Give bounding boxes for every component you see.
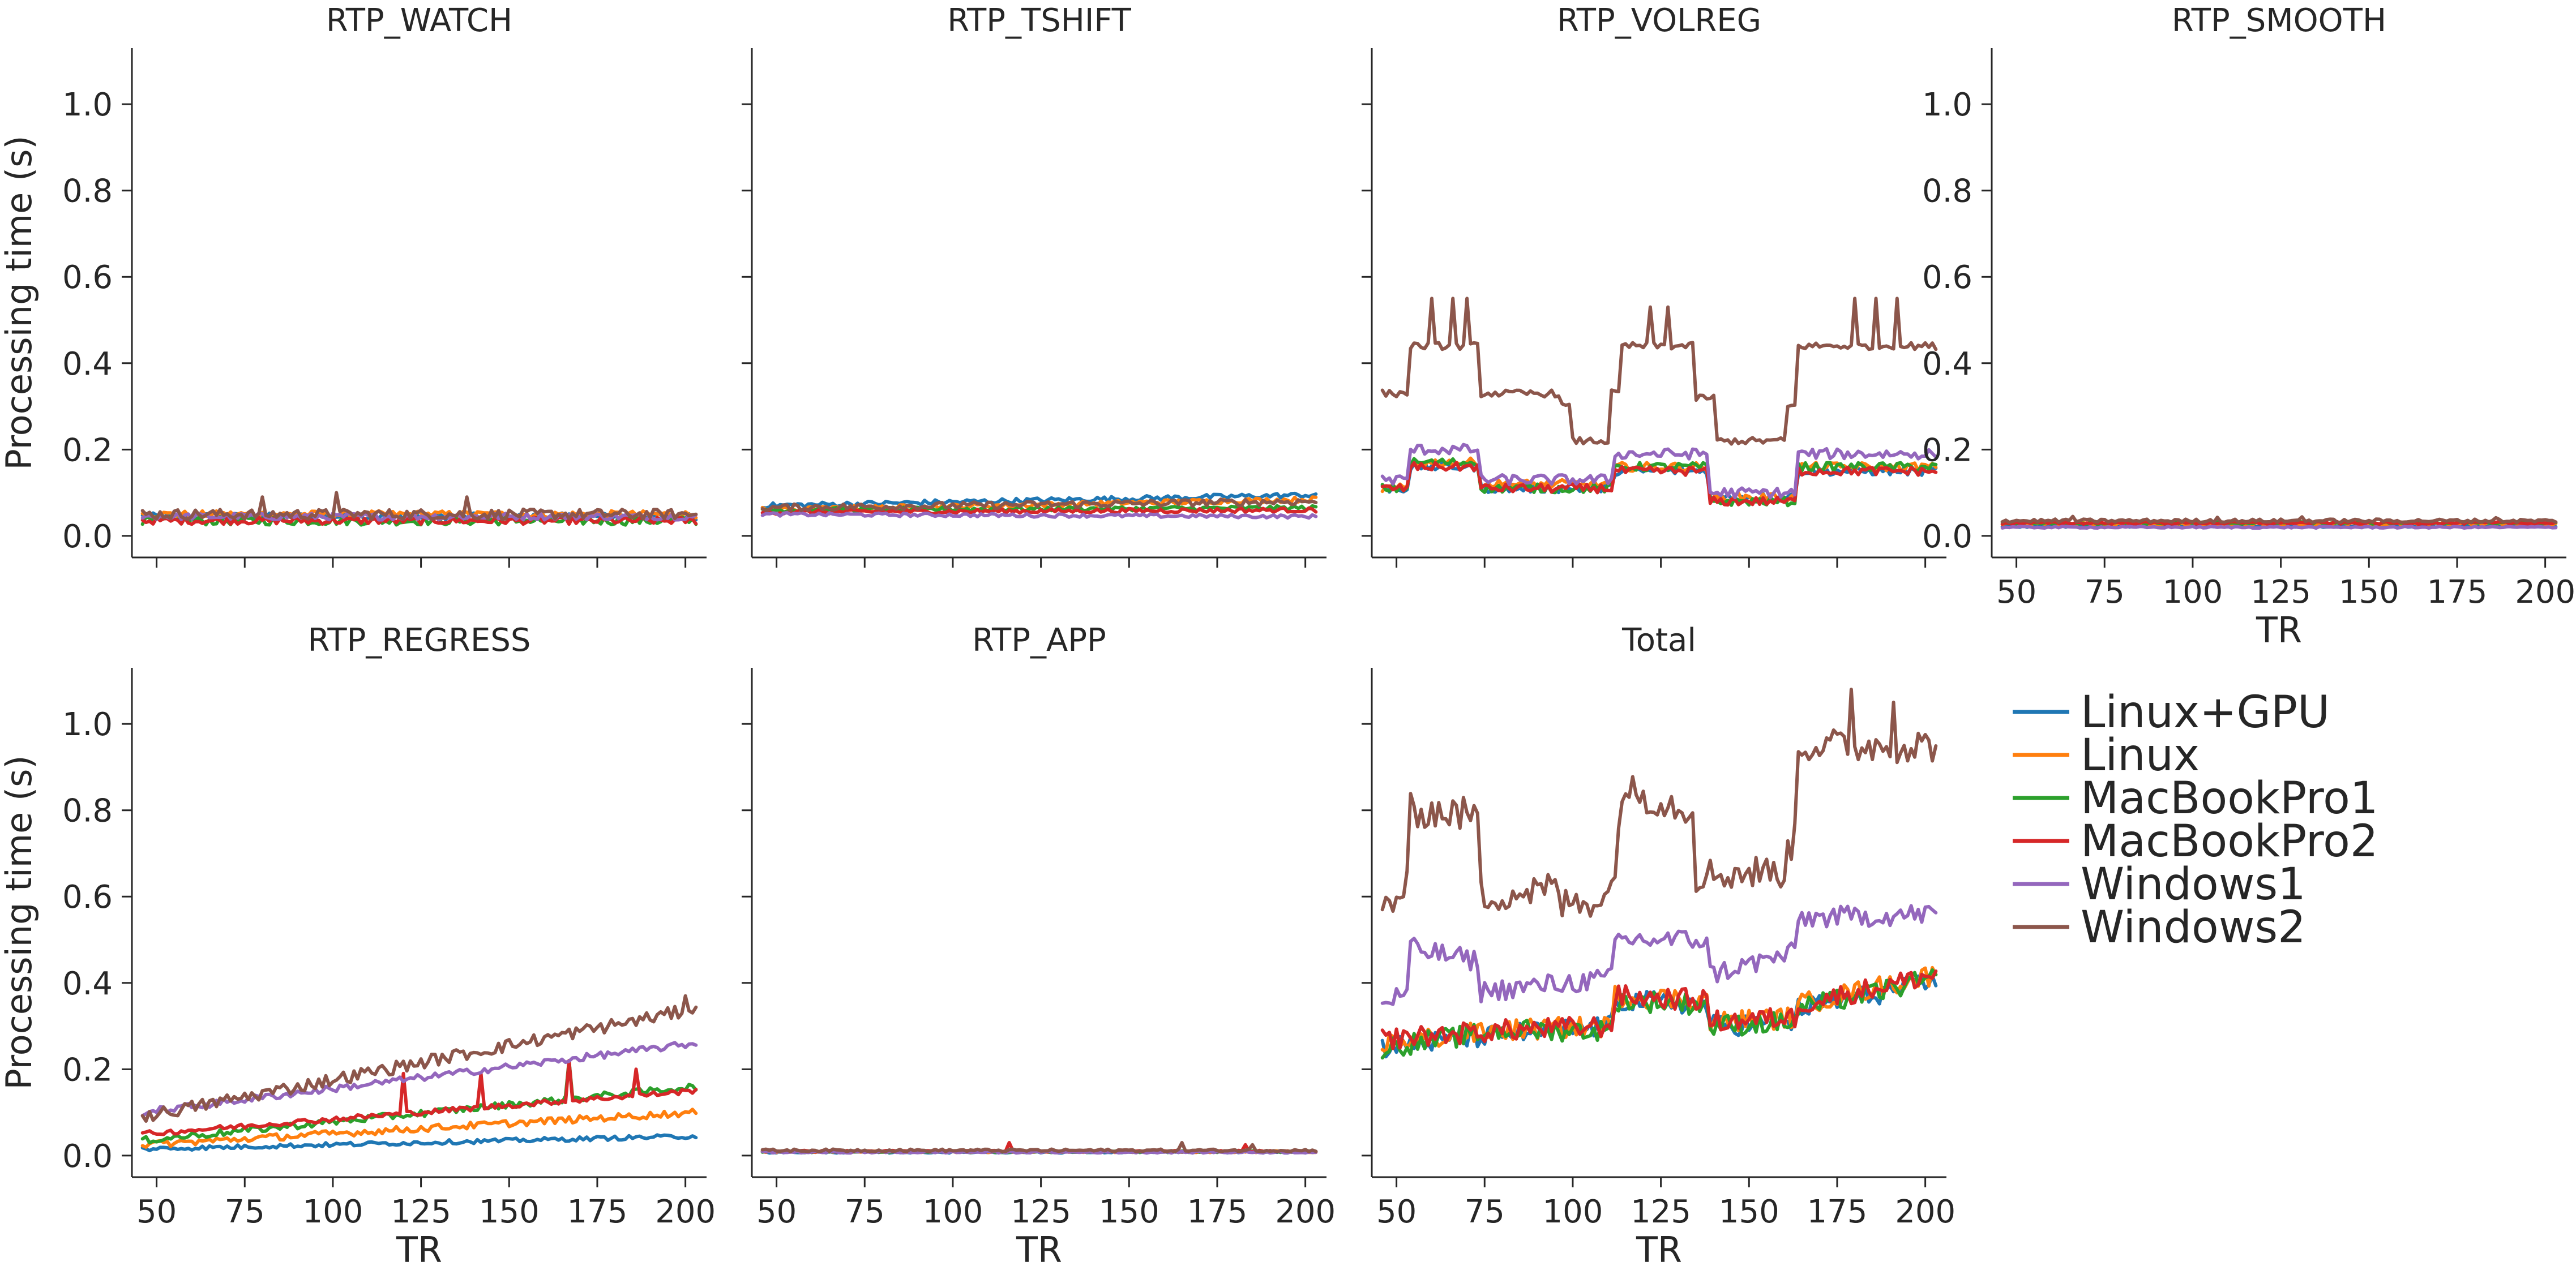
x-tick-label-rtp-app: 100 — [922, 1194, 983, 1230]
x-axis-title-rtp-app: TR — [1016, 1229, 1062, 1266]
x-tick-label-rtp-regress: 175 — [567, 1194, 628, 1230]
series-line-rtp-smooth-windows1 — [2000, 525, 2558, 530]
series-line-rtp-volreg-windows1 — [1380, 443, 1938, 500]
y-tick-label-rtp-smooth: 0.0 — [1922, 518, 1972, 555]
x-tick-label-rtp-smooth: 175 — [2427, 574, 2488, 611]
x-tick-label-rtp-smooth: 150 — [2339, 574, 2399, 611]
series-line-rtp-regress-windows2 — [140, 994, 698, 1123]
panel-title-rtp-smooth: RTP_SMOOTH — [2172, 2, 2386, 39]
y-tick-label-rtp-regress: 0.8 — [62, 793, 113, 830]
y-tick-label-rtp-watch: 0.4 — [62, 346, 113, 383]
legend-label-linux: Linux — [2081, 730, 2200, 781]
x-axis-title-rtp-smooth: TR — [2256, 610, 2302, 651]
x-tick-label-rtp-app: 125 — [1011, 1194, 1071, 1230]
y-tick-label-rtp-smooth: 0.2 — [1922, 432, 1972, 469]
x-tick-label-total: 125 — [1631, 1194, 1691, 1230]
y-tick-label-rtp-regress: 0.0 — [62, 1138, 113, 1175]
series-line-total-macbookpro2 — [1380, 969, 1938, 1050]
y-tick-label-rtp-smooth: 0.6 — [1922, 259, 1972, 296]
series-line-rtp-app-windows2 — [760, 1141, 1318, 1153]
x-axis-title-total: TR — [1636, 1229, 1682, 1266]
y-tick-label-rtp-smooth: 1.0 — [1922, 87, 1972, 123]
x-tick-label-rtp-app: 75 — [845, 1194, 885, 1230]
x-tick-label-rtp-app: 175 — [1187, 1194, 1248, 1230]
legend-label-windows2: Windows2 — [2081, 902, 2306, 953]
x-tick-label-rtp-regress: 125 — [391, 1194, 451, 1230]
series-line-rtp-regress-linux-gpu — [140, 1133, 698, 1153]
series-line-rtp-regress-macbookpro2 — [140, 1059, 698, 1136]
series-line-rtp-smooth-windows2 — [2000, 514, 2558, 525]
series-line-rtp-volreg-windows2 — [1380, 297, 1938, 446]
series-line-rtp-regress-windows1 — [140, 1041, 698, 1118]
x-tick-label-rtp-smooth: 200 — [2515, 574, 2575, 611]
panel-title-rtp-regress: RTP_REGRESS — [308, 622, 531, 659]
series-line-rtp-regress-linux — [140, 1108, 698, 1149]
y-tick-label-rtp-regress: 1.0 — [62, 706, 113, 743]
series-line-total-windows1 — [1380, 904, 1938, 1006]
series-line-rtp-tshift-windows2 — [760, 497, 1318, 513]
x-tick-label-rtp-smooth: 125 — [2250, 574, 2311, 611]
panel-title-rtp-volreg: RTP_VOLREG — [1557, 2, 1761, 39]
y-axis-title-rtp-regress: Processing time (s) — [0, 755, 40, 1089]
x-tick-label-total: 100 — [1542, 1194, 1603, 1230]
panel-title-rtp-watch: RTP_WATCH — [326, 2, 512, 39]
x-tick-label-total: 150 — [1719, 1194, 1779, 1230]
x-axis-title-rtp-regress: TR — [396, 1229, 442, 1266]
y-axis-title-rtp-watch: Processing time (s) — [0, 135, 40, 470]
x-tick-label-total: 75 — [1465, 1194, 1505, 1230]
x-tick-label-rtp-smooth: 50 — [1996, 574, 2036, 611]
y-tick-label-rtp-smooth: 0.8 — [1922, 173, 1972, 210]
y-tick-label-rtp-smooth: 0.4 — [1922, 346, 1972, 383]
x-tick-label-total: 200 — [1895, 1194, 1955, 1230]
y-tick-label-rtp-watch: 0.8 — [62, 173, 113, 210]
x-tick-label-rtp-regress: 75 — [225, 1194, 265, 1230]
x-tick-label-total: 175 — [1807, 1194, 1868, 1230]
x-tick-label-rtp-smooth: 100 — [2162, 574, 2223, 611]
y-tick-label-rtp-watch: 0.0 — [62, 518, 113, 555]
series-line-rtp-volreg-macbookpro1 — [1380, 457, 1938, 508]
x-tick-label-rtp-app: 50 — [756, 1194, 797, 1230]
y-tick-label-rtp-regress: 0.6 — [62, 879, 113, 916]
y-tick-label-rtp-watch: 0.2 — [62, 432, 113, 469]
x-tick-label-rtp-regress: 200 — [655, 1194, 716, 1230]
x-tick-label-rtp-regress: 100 — [302, 1194, 363, 1230]
legend-label-windows1: Windows1 — [2081, 859, 2306, 910]
legend-label-linux-gpu: Linux+GPU — [2081, 687, 2330, 738]
series-line-rtp-watch-windows1 — [140, 511, 698, 522]
x-tick-label-rtp-regress: 150 — [479, 1194, 540, 1230]
panel-title-total: Total — [1621, 622, 1696, 659]
series-line-rtp-tshift-windows1 — [760, 510, 1318, 520]
x-tick-label-rtp-app: 200 — [1275, 1194, 1336, 1230]
x-tick-label-rtp-app: 150 — [1099, 1194, 1159, 1230]
legend-label-macbookpro2: MacBookPro2 — [2081, 816, 2378, 867]
panel-title-rtp-app: RTP_APP — [972, 622, 1106, 659]
x-tick-label-total: 50 — [1376, 1194, 1417, 1230]
series-line-rtp-watch-windows2 — [140, 491, 698, 521]
series-line-total-windows2 — [1380, 688, 1938, 918]
y-tick-label-rtp-regress: 0.4 — [62, 965, 113, 1002]
panel-title-rtp-tshift: RTP_TSHIFT — [947, 2, 1131, 39]
legend-label-macbookpro1: MacBookPro1 — [2081, 773, 2378, 824]
x-tick-label-rtp-regress: 50 — [136, 1194, 177, 1230]
x-tick-label-rtp-smooth: 75 — [2085, 574, 2125, 611]
y-tick-label-rtp-watch: 0.6 — [62, 259, 113, 296]
y-tick-label-rtp-regress: 0.2 — [62, 1052, 113, 1088]
series-line-rtp-volreg-macbookpro2 — [1380, 461, 1938, 507]
y-tick-label-rtp-watch: 1.0 — [62, 87, 113, 123]
